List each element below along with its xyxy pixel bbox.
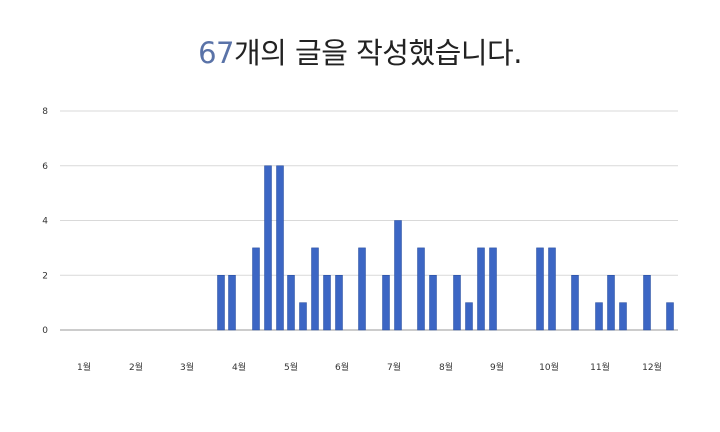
bar: [217, 275, 225, 331]
bar: [276, 165, 284, 331]
x-tick-label: 9월: [490, 361, 504, 373]
y-tick-label: 8: [42, 107, 48, 117]
bar: [643, 275, 651, 331]
bar: [595, 302, 603, 331]
bar: [666, 302, 674, 331]
y-tick-label: 2: [42, 271, 48, 281]
y-tick-label: 6: [42, 162, 48, 172]
bar: [489, 247, 497, 331]
x-tick-label: 11월: [590, 361, 610, 373]
y-tick-label: 0: [42, 326, 48, 336]
bar: [394, 220, 402, 331]
bar: [252, 247, 260, 331]
bar: [619, 302, 627, 331]
x-tick-label: 8월: [439, 361, 453, 373]
x-tick-label: 1월: [77, 361, 91, 373]
bar: [548, 247, 556, 331]
bar: [335, 275, 343, 331]
bar: [465, 302, 473, 331]
bar: [323, 275, 331, 331]
x-tick-label: 7월: [387, 361, 401, 373]
bar: [287, 275, 295, 331]
bar: [358, 247, 366, 331]
x-tick-label: 3월: [180, 361, 194, 373]
bar: [417, 247, 425, 331]
x-tick-label: 10월: [539, 361, 559, 373]
bar: [477, 247, 485, 331]
bar: [264, 165, 272, 331]
bar: [429, 275, 437, 331]
bar: [536, 247, 544, 331]
x-tick-label: 4월: [232, 361, 246, 373]
title-text: 개의 글을 작성했습니다.: [233, 36, 522, 70]
bar: [311, 247, 319, 331]
x-tick-label: 12월: [642, 361, 662, 373]
bar: [607, 275, 615, 331]
bar: [228, 275, 236, 331]
bar: [571, 275, 579, 331]
post-count: 67: [198, 36, 234, 70]
bar: [299, 302, 307, 331]
x-tick-label: 6월: [335, 361, 349, 373]
y-tick-label: 4: [42, 217, 48, 227]
bar: [453, 275, 461, 331]
bar: [382, 275, 390, 331]
x-tick-label: 5월: [284, 361, 298, 373]
chart-title: 67개의 글을 작성했습니다.: [0, 30, 720, 72]
x-tick-label: 2월: [129, 361, 143, 373]
